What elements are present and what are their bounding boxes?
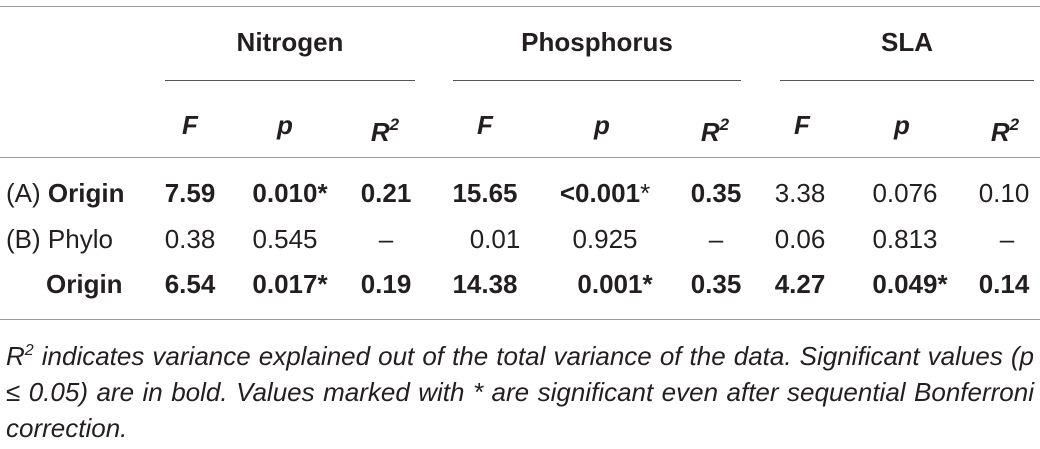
header-rule — [0, 157, 1040, 158]
stat-header-p: p — [594, 110, 610, 140]
phosphorus-p-cell: 0.001* — [577, 269, 653, 299]
sla-r2-cell: – — [999, 224, 1015, 254]
nitrogen-p-cell: 0.010* — [252, 178, 328, 208]
phosphorus-f-cell: 0.01 — [469, 224, 521, 254]
stat-header-p: p — [277, 110, 293, 140]
row-label: (A) Origin — [6, 178, 125, 208]
sla-p-cell: 0.813 — [872, 224, 938, 254]
row-label: Origin — [46, 269, 123, 299]
phosphorus-r2-cell: 0.35 — [690, 269, 742, 299]
group-header-phosphorus: Phosphorus — [521, 27, 673, 57]
nitrogen-f-cell: 7.59 — [164, 178, 216, 208]
stat-header-r2: R2 — [990, 115, 1020, 147]
phosphorus-f-cell: 15.65 — [452, 178, 518, 208]
nitrogen-f-cell: 6.54 — [164, 269, 216, 299]
sla-r2-cell: 0.10 — [978, 178, 1030, 208]
group-underline-nitrogen — [165, 80, 415, 81]
top-rule — [0, 6, 1040, 7]
stat-header-r2: R2 — [370, 115, 400, 147]
sla-p-cell: 0.049* — [872, 269, 948, 299]
stat-header-f: F — [182, 110, 198, 140]
phosphorus-p-cell: <0.001* — [559, 178, 651, 208]
nitrogen-f-cell: 0.38 — [164, 224, 216, 254]
phosphorus-r2-cell: 0.35 — [690, 178, 742, 208]
phosphorus-p-cell: 0.925 — [572, 224, 638, 254]
stat-header-f: F — [794, 110, 810, 140]
phosphorus-r2-cell: – — [708, 224, 724, 254]
bottom-rule — [0, 319, 1040, 320]
group-underline-sla — [780, 80, 1034, 81]
stat-header-p: p — [894, 110, 910, 140]
table-footnote: R2 indicates variance explained out of t… — [6, 341, 1034, 443]
nitrogen-r2-cell: – — [378, 224, 394, 254]
phosphorus-f-cell: 14.38 — [452, 269, 518, 299]
nitrogen-p-cell: 0.545 — [252, 224, 318, 254]
sla-p-cell: 0.076 — [872, 178, 938, 208]
sla-f-cell: 0.06 — [774, 224, 826, 254]
stat-header-f: F — [477, 110, 493, 140]
sla-f-cell: 3.38 — [774, 178, 826, 208]
row-label: (B) Phylo — [6, 224, 113, 254]
stat-header-r2: R2 — [700, 115, 730, 147]
nitrogen-r2-cell: 0.21 — [360, 178, 412, 208]
nitrogen-r2-cell: 0.19 — [360, 269, 412, 299]
group-header-sla: SLA — [881, 27, 933, 57]
group-header-nitrogen: Nitrogen — [236, 27, 344, 57]
sla-f-cell: 4.27 — [774, 269, 826, 299]
nitrogen-p-cell: 0.017* — [252, 269, 328, 299]
group-underline-phosphorus — [453, 80, 741, 81]
sla-r2-cell: 0.14 — [978, 269, 1030, 299]
